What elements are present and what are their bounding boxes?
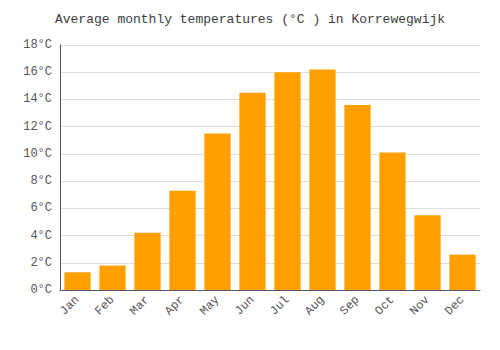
svg-text:Dec: Dec: [442, 293, 467, 318]
svg-text:14°C: 14°C: [23, 92, 52, 106]
svg-text:6°C: 6°C: [30, 201, 52, 215]
svg-text:Sep: Sep: [337, 293, 362, 318]
svg-text:18°C: 18°C: [23, 38, 52, 52]
svg-text:Mar: Mar: [127, 293, 152, 318]
svg-text:0°C: 0°C: [30, 283, 52, 297]
svg-text:16°C: 16°C: [23, 65, 52, 79]
svg-text:May: May: [197, 293, 222, 318]
svg-text:Aug: Aug: [302, 293, 327, 318]
svg-text:Apr: Apr: [162, 293, 187, 318]
svg-text:Jun: Jun: [232, 293, 257, 318]
svg-text:Nov: Nov: [407, 293, 432, 318]
svg-text:10°C: 10°C: [23, 147, 52, 161]
svg-text:2°C: 2°C: [30, 256, 52, 270]
svg-text:Jan: Jan: [57, 293, 82, 318]
svg-text:Jul: Jul: [267, 293, 292, 318]
svg-text:Oct: Oct: [372, 293, 397, 318]
svg-text:8°C: 8°C: [30, 174, 52, 188]
svg-text:Feb: Feb: [92, 293, 117, 318]
svg-text:12°C: 12°C: [23, 120, 52, 134]
svg-text:Average monthly temperatures (: Average monthly temperatures (°C ) in Ko…: [55, 12, 445, 27]
svg-text:4°C: 4°C: [30, 229, 52, 243]
